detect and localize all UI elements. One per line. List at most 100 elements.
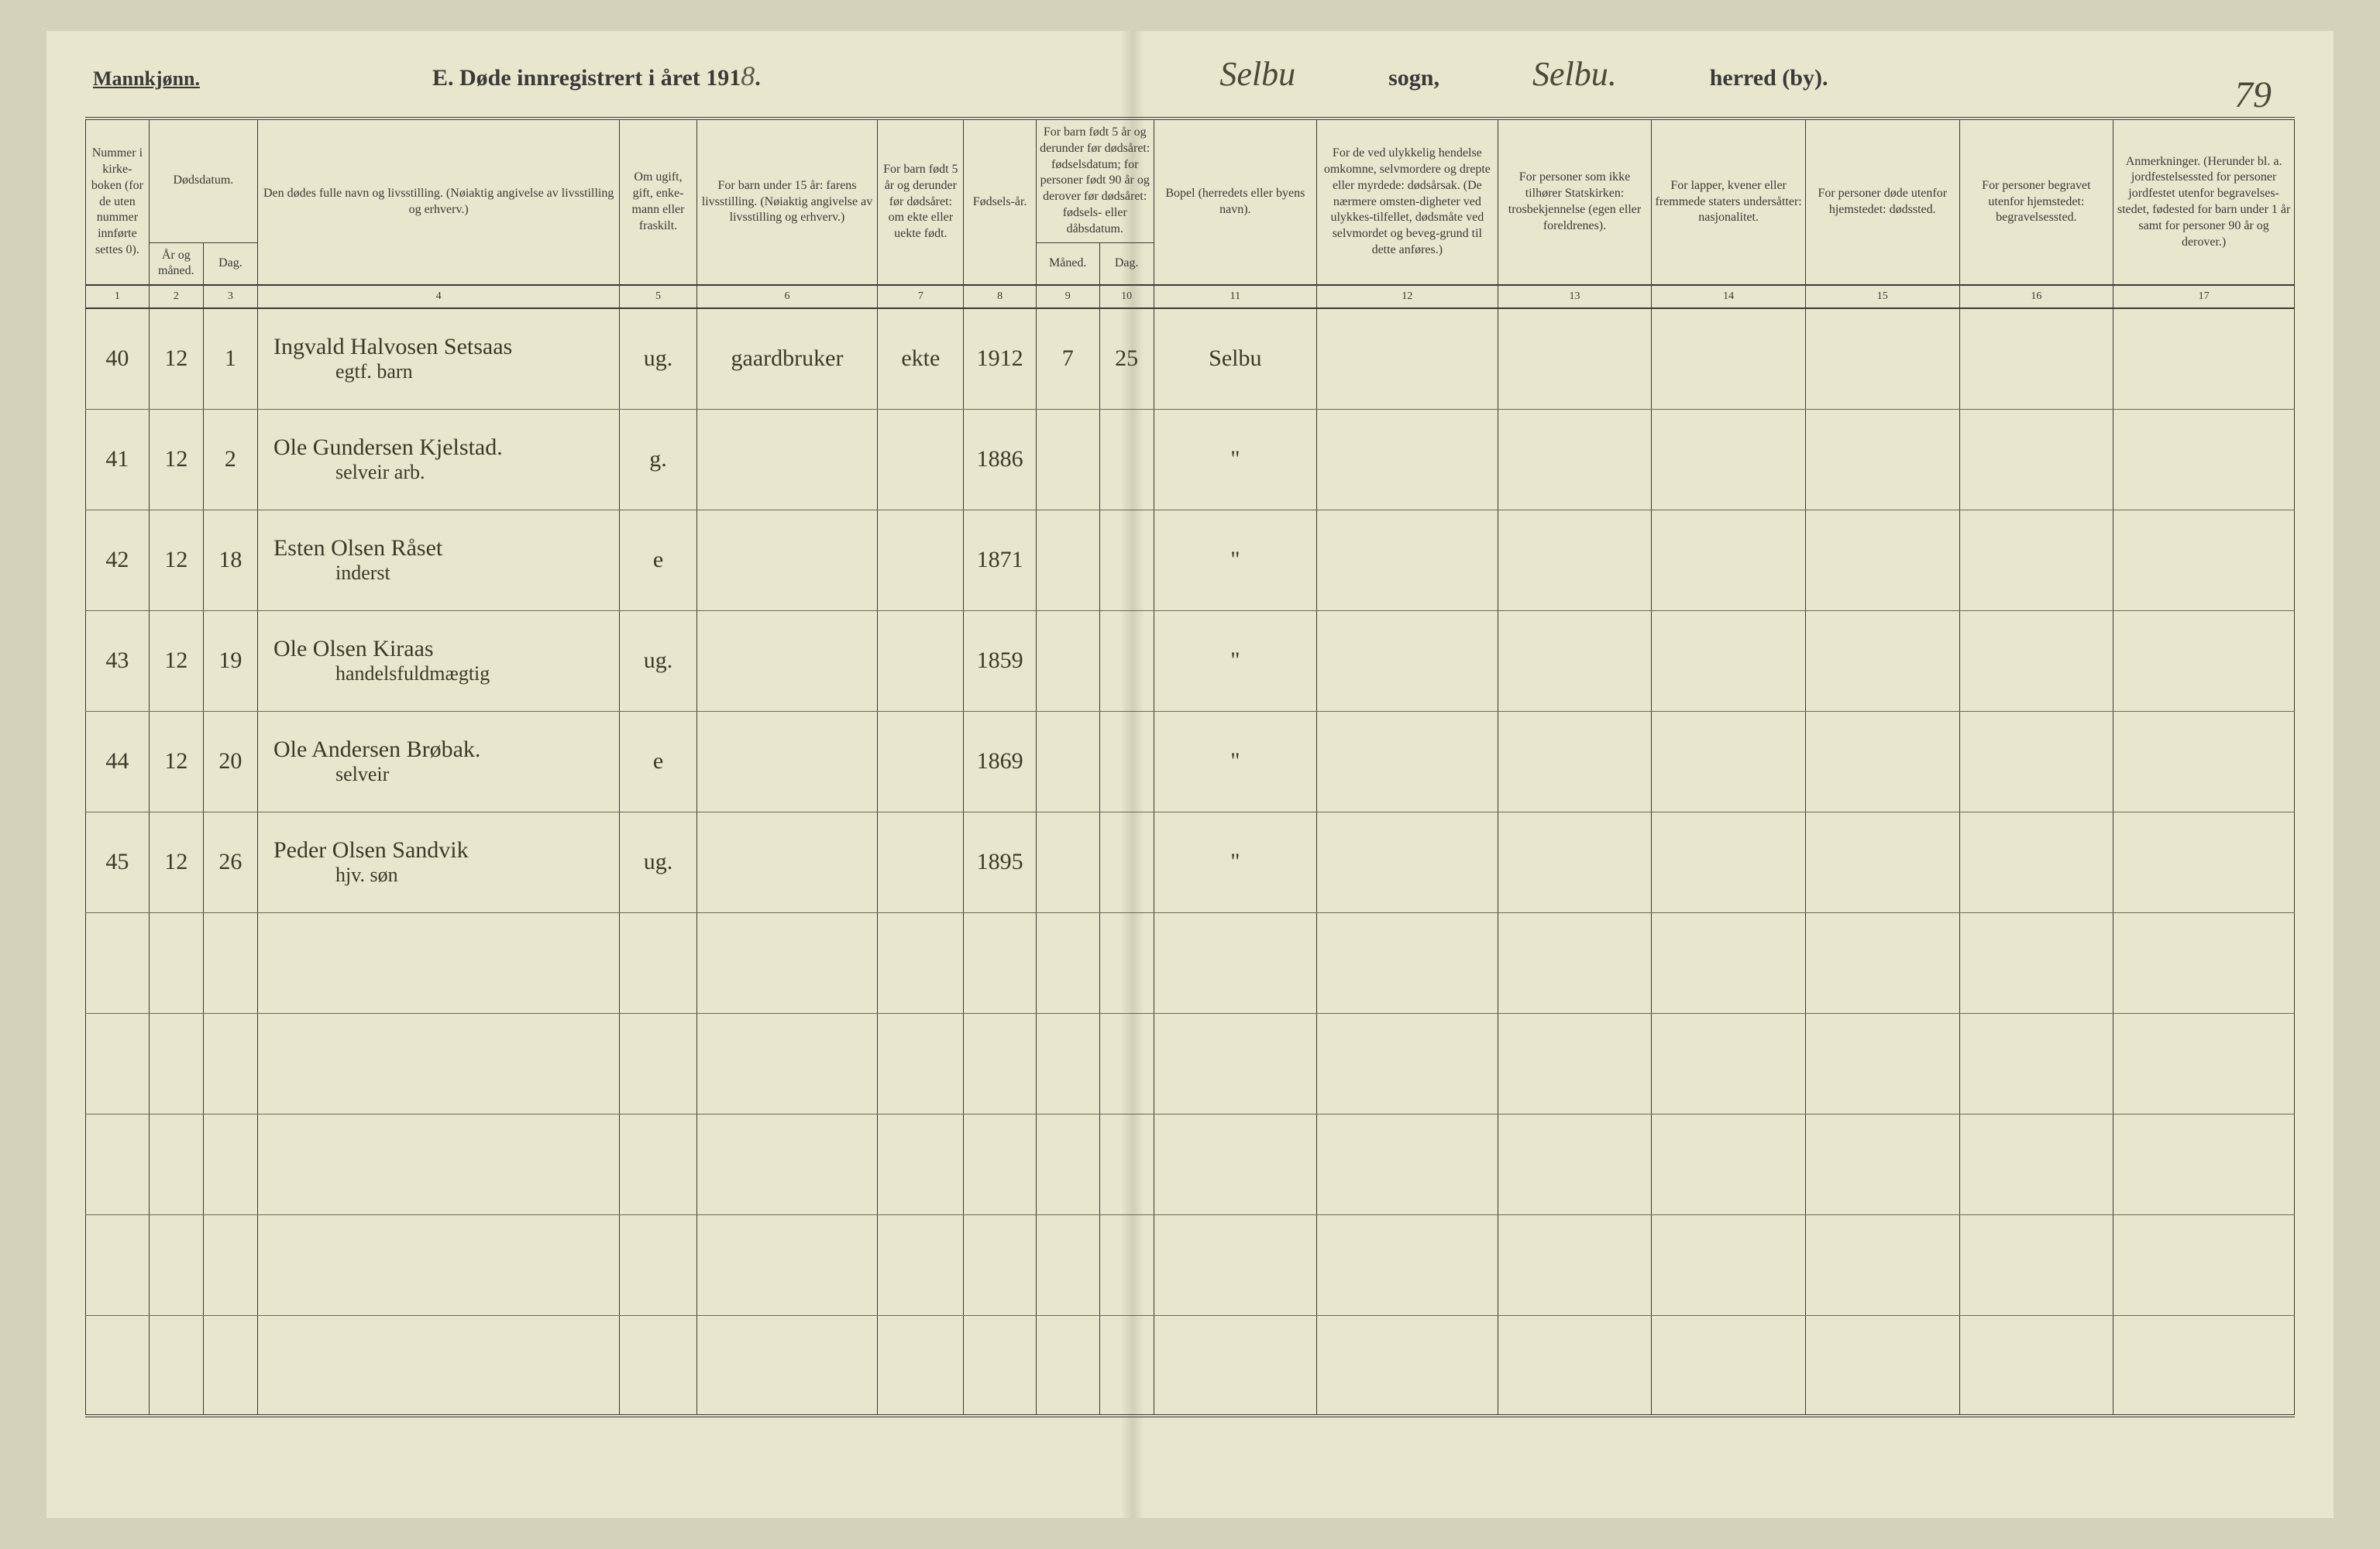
cell-birth-month [1036, 510, 1099, 610]
cell-empty [964, 912, 1036, 1013]
cell-faith [1498, 610, 1652, 711]
table-row-empty [86, 1214, 2295, 1315]
cell-father [696, 510, 878, 610]
cell-ekte [878, 812, 964, 912]
cell-nationality [1652, 409, 1806, 510]
cell-father [696, 409, 878, 510]
cell-birth-day [1099, 711, 1154, 812]
cell-name: Ole Gundersen Kjelstad.selveir arb. [257, 409, 619, 510]
col-num: 7 [878, 285, 964, 308]
cell-bopel: " [1154, 812, 1316, 912]
cell-empty [1959, 1013, 2113, 1114]
table-row-empty [86, 1114, 2295, 1214]
cell-name: Ole Olsen Kiraashandelsfuldmægtig [257, 610, 619, 711]
cell-faith [1498, 711, 1652, 812]
cell-remarks [2113, 308, 2295, 409]
cell-empty [1498, 912, 1652, 1013]
cell-nationality [1652, 510, 1806, 610]
cell-faith [1498, 308, 1652, 409]
cell-empty [1099, 1013, 1154, 1114]
cell-burial-place [1959, 510, 2113, 610]
col-header-birth-year: Fødsels-år. [964, 118, 1036, 285]
cell-empty [203, 1114, 257, 1214]
cell-bopel: " [1154, 510, 1316, 610]
cell-empty [1317, 1315, 1498, 1416]
cell-birth-month: 7 [1036, 308, 1099, 409]
cell-ekte: ekte [878, 308, 964, 409]
col-num: 1 [86, 285, 150, 308]
col-num: 6 [696, 285, 878, 308]
cell-empty [1652, 1315, 1806, 1416]
cell-empty [878, 1214, 964, 1315]
cell-status: ug. [620, 308, 696, 409]
cell-empty [1652, 1114, 1806, 1214]
cell-empty [620, 1114, 696, 1214]
col-header-ekte: For barn født 5 år og derunder før dødså… [878, 118, 964, 285]
cell-ekte [878, 711, 964, 812]
cell-cause [1317, 409, 1498, 510]
cell-empty [203, 1013, 257, 1114]
cell-empty [1959, 912, 2113, 1013]
cell-nationality [1652, 812, 1806, 912]
cell-nationality [1652, 711, 1806, 812]
cell-empty [257, 1214, 619, 1315]
cell-empty [964, 1114, 1036, 1214]
col-header-birth-day: Dag. [1099, 242, 1154, 285]
cell-empty [1099, 1315, 1154, 1416]
cell-empty [1036, 912, 1099, 1013]
cell-empty [1959, 1114, 2113, 1214]
col-header-faith: For personer som ikke tilhører Statskirk… [1498, 118, 1652, 285]
cell-nationality [1652, 308, 1806, 409]
cell-empty [964, 1013, 1036, 1114]
cell-empty [878, 1114, 964, 1214]
year-digit: 8 [741, 60, 755, 92]
col-num: 8 [964, 285, 1036, 308]
cell-death-place [1805, 308, 1959, 409]
cell-empty [1154, 1013, 1316, 1114]
cell-empty [1099, 912, 1154, 1013]
cell-empty [1154, 1315, 1316, 1416]
col-header-death-place: For personer døde utenfor hjemstedet: dø… [1805, 118, 1959, 285]
table-row: 45 12 26 Peder Olsen Sandvikhjv. søn ug.… [86, 812, 2295, 912]
page-number: 79 [2234, 74, 2272, 116]
cell-empty [2113, 1315, 2295, 1416]
col-num: 15 [1805, 285, 1959, 308]
col-header-nationality: For lapper, kvener eller fremmede stater… [1652, 118, 1806, 285]
cell-status: g. [620, 409, 696, 510]
cell-death-place [1805, 812, 1959, 912]
cell-name: Peder Olsen Sandvikhjv. søn [257, 812, 619, 912]
herred-label: herred (by). [1710, 65, 1828, 91]
cell-empty [1036, 1315, 1099, 1416]
cell-bopel: Selbu [1154, 308, 1316, 409]
cell-faith [1498, 510, 1652, 610]
cell-empty [696, 1214, 878, 1315]
cell-birth-day [1099, 409, 1154, 510]
cell-empty [1498, 1114, 1652, 1214]
cell-bopel: " [1154, 610, 1316, 711]
cell-empty [1805, 1013, 1959, 1114]
cell-empty [878, 912, 964, 1013]
cell-empty [86, 1214, 150, 1315]
col-num: 4 [257, 285, 619, 308]
col-header-remarks: Anmerkninger. (Herunder bl. a. jordfeste… [2113, 118, 2295, 285]
cell-birth-year: 1859 [964, 610, 1036, 711]
death-register-table: Nummer i kirke-boken (for de uten nummer… [85, 117, 2295, 1417]
cell-number: 42 [86, 510, 150, 610]
col-num: 17 [2113, 285, 2295, 308]
cell-empty [86, 912, 150, 1013]
sogn-value: Selbu [1219, 54, 1295, 94]
cell-birth-year: 1869 [964, 711, 1036, 812]
cell-number: 40 [86, 308, 150, 409]
cell-father [696, 812, 878, 912]
col-num: 5 [620, 285, 696, 308]
cell-empty [1317, 1214, 1498, 1315]
cell-empty [149, 1013, 203, 1114]
col-header-birth-date-group: For barn født 5 år og derunder før dødså… [1036, 118, 1154, 242]
cell-bopel: " [1154, 711, 1316, 812]
cell-empty [1959, 1315, 2113, 1416]
cell-empty [149, 1315, 203, 1416]
cell-empty [257, 1114, 619, 1214]
cell-empty [964, 1214, 1036, 1315]
cell-death-day: 1 [203, 308, 257, 409]
cell-status: e [620, 711, 696, 812]
